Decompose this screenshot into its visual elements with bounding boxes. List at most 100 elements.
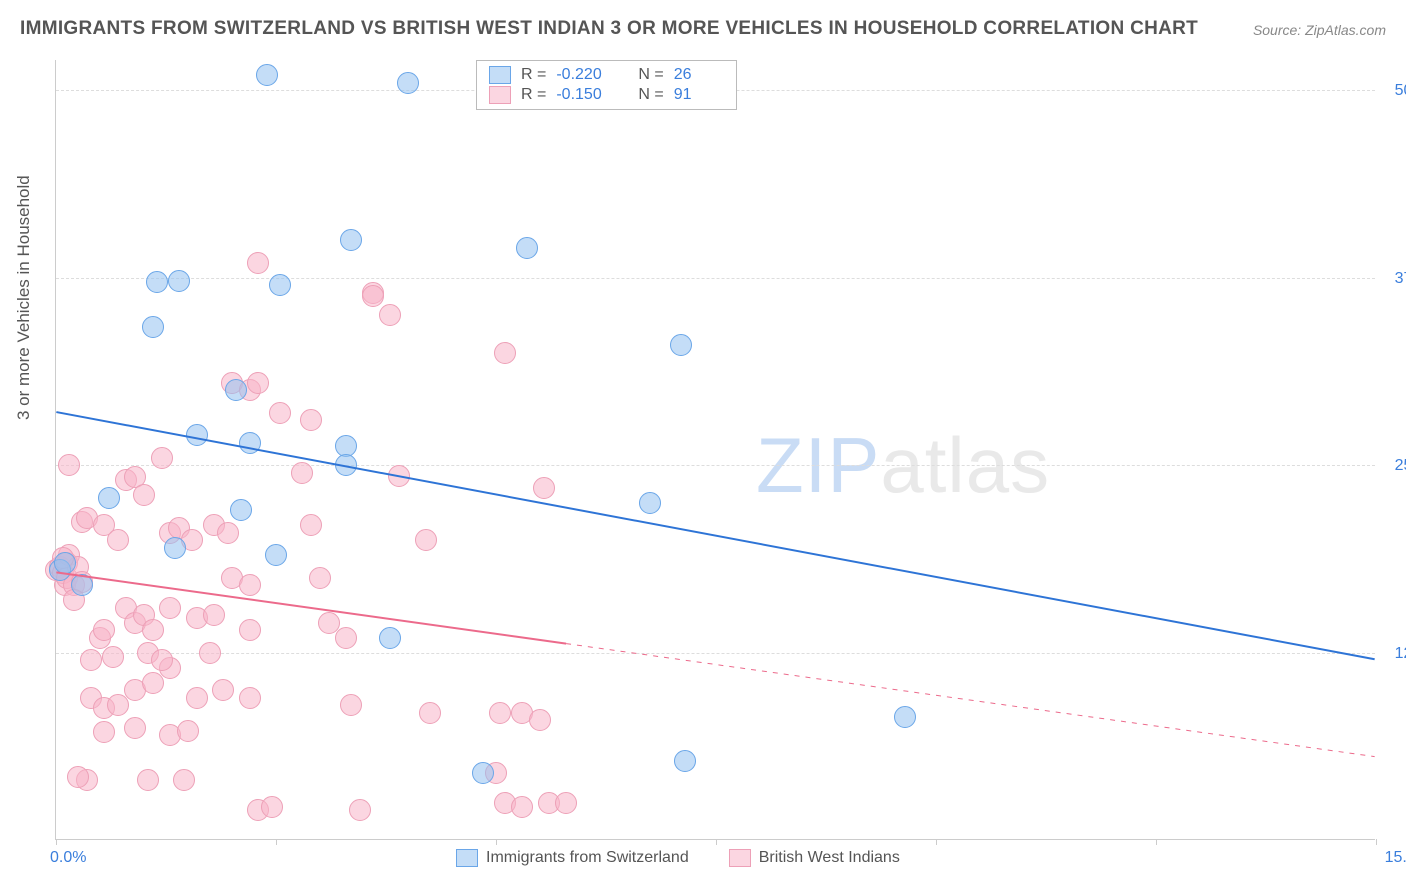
legend-row-switzerland: R = -0.220 N = 26 <box>489 65 724 85</box>
point-switzerland <box>472 762 494 784</box>
y-axis-label: 3 or more Vehicles in Household <box>14 175 34 420</box>
chart-title: IMMIGRANTS FROM SWITZERLAND VS BRITISH W… <box>20 18 1198 40</box>
point-bwi <box>300 409 322 431</box>
point-bwi <box>489 702 511 724</box>
r-value-switzerland: -0.220 <box>556 66 606 84</box>
point-switzerland <box>265 544 287 566</box>
point-switzerland <box>186 424 208 446</box>
point-bwi <box>151 649 173 671</box>
point-bwi <box>107 529 129 551</box>
point-switzerland <box>168 270 190 292</box>
point-switzerland <box>164 537 186 559</box>
x-tick <box>276 839 277 845</box>
point-switzerland <box>146 271 168 293</box>
n-value-bwi: 91 <box>674 86 724 104</box>
x-tick <box>936 839 937 845</box>
point-bwi <box>529 709 551 731</box>
point-bwi <box>388 465 410 487</box>
point-bwi <box>107 694 129 716</box>
point-bwi <box>239 687 261 709</box>
swatch-bwi <box>489 86 511 104</box>
y-tick-label: 50.0% <box>1395 82 1406 100</box>
n-label: N = <box>638 66 663 84</box>
grid-line: 12.5% <box>56 653 1375 654</box>
point-bwi <box>261 796 283 818</box>
x-tick <box>716 839 717 845</box>
point-bwi <box>349 799 371 821</box>
x-axis-min-label: 0.0% <box>50 849 86 867</box>
point-switzerland <box>54 552 76 574</box>
point-switzerland <box>230 499 252 521</box>
point-bwi <box>419 702 441 724</box>
r-label: R = <box>521 86 546 104</box>
point-bwi <box>93 619 115 641</box>
swatch-switzerland <box>456 849 478 867</box>
point-bwi <box>67 766 89 788</box>
point-bwi <box>555 792 577 814</box>
point-bwi <box>137 769 159 791</box>
point-bwi <box>217 522 239 544</box>
point-bwi <box>203 604 225 626</box>
n-label: N = <box>638 86 663 104</box>
correlation-legend: R = -0.220 N = 26 R = -0.150 N = 91 <box>476 60 737 110</box>
point-switzerland <box>239 432 261 454</box>
point-bwi <box>247 372 269 394</box>
point-bwi <box>247 252 269 274</box>
point-switzerland <box>335 454 357 476</box>
point-switzerland <box>256 64 278 86</box>
x-tick <box>56 839 57 845</box>
point-switzerland <box>225 379 247 401</box>
swatch-switzerland <box>489 66 511 84</box>
point-bwi <box>186 687 208 709</box>
point-bwi <box>533 477 555 499</box>
legend-label-bwi: British West Indians <box>759 849 900 867</box>
point-bwi <box>93 721 115 743</box>
series-legend: Immigrants from Switzerland British West… <box>456 849 900 867</box>
point-bwi <box>151 447 173 469</box>
point-bwi <box>173 769 195 791</box>
point-bwi <box>309 567 331 589</box>
x-axis-max-label: 15.0% <box>1385 849 1406 867</box>
point-switzerland <box>397 72 419 94</box>
point-switzerland <box>670 334 692 356</box>
y-tick-label: 12.5% <box>1395 645 1406 663</box>
trendline-extrapolated-bwi <box>566 644 1375 757</box>
point-bwi <box>159 597 181 619</box>
point-bwi <box>58 454 80 476</box>
point-bwi <box>102 646 124 668</box>
point-bwi <box>511 796 533 818</box>
point-bwi <box>239 574 261 596</box>
point-bwi <box>239 619 261 641</box>
x-tick <box>1156 839 1157 845</box>
grid-line: 37.5% <box>56 278 1375 279</box>
point-bwi <box>124 717 146 739</box>
n-value-switzerland: 26 <box>674 66 724 84</box>
point-bwi <box>379 304 401 326</box>
point-switzerland <box>269 274 291 296</box>
point-bwi <box>340 694 362 716</box>
grid-line: 25.0% <box>56 465 1375 466</box>
source-label: Source: ZipAtlas.com <box>1253 22 1386 38</box>
point-switzerland <box>98 487 120 509</box>
point-switzerland <box>516 237 538 259</box>
legend-item-bwi: British West Indians <box>729 849 900 867</box>
legend-item-switzerland: Immigrants from Switzerland <box>456 849 689 867</box>
point-bwi <box>300 514 322 536</box>
point-bwi <box>212 679 234 701</box>
point-switzerland <box>639 492 661 514</box>
point-switzerland <box>142 316 164 338</box>
point-bwi <box>199 642 221 664</box>
swatch-bwi <box>729 849 751 867</box>
point-bwi <box>133 484 155 506</box>
r-label: R = <box>521 66 546 84</box>
point-switzerland <box>71 574 93 596</box>
point-bwi <box>269 402 291 424</box>
point-bwi <box>335 627 357 649</box>
point-bwi <box>142 672 164 694</box>
point-bwi <box>177 720 199 742</box>
y-tick-label: 25.0% <box>1395 457 1406 475</box>
point-bwi <box>142 619 164 641</box>
legend-row-bwi: R = -0.150 N = 91 <box>489 85 724 105</box>
x-tick <box>496 839 497 845</box>
point-bwi <box>291 462 313 484</box>
